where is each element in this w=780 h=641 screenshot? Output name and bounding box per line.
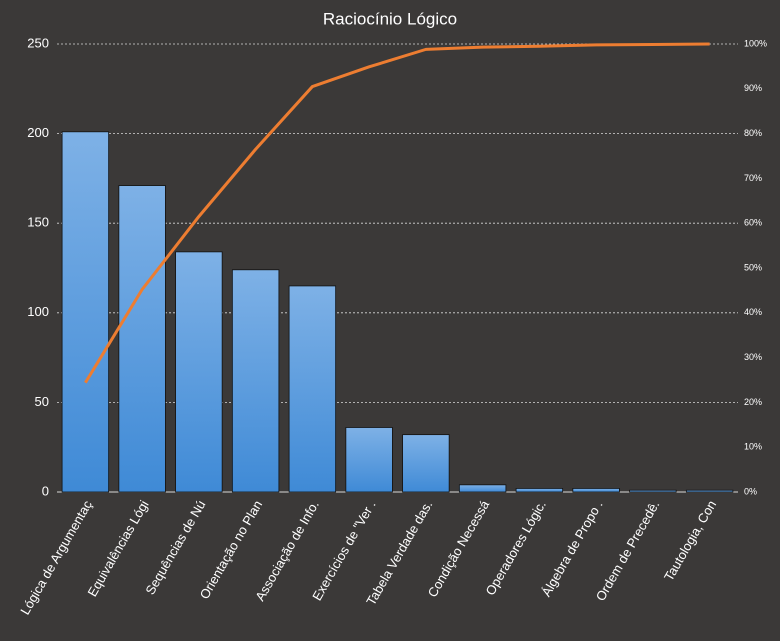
- y2-tick-label: 30%: [744, 352, 762, 362]
- y2-tick-label: 10%: [744, 442, 762, 452]
- y2-tick-label: 90%: [744, 83, 762, 93]
- bar: [402, 434, 450, 493]
- bar: [118, 185, 166, 493]
- cumulative-line: [84, 42, 710, 384]
- bar: [685, 489, 734, 493]
- bar: [458, 484, 507, 493]
- y-tick-label: 200: [27, 125, 49, 140]
- bar: [515, 488, 564, 493]
- y-tick-label: 250: [27, 35, 49, 50]
- y2-tick-label: 50%: [744, 262, 762, 272]
- y2-tick-label: 80%: [744, 128, 762, 138]
- bar: [572, 488, 620, 493]
- y-tick-label: 0: [42, 483, 49, 498]
- y-tick-label: 50: [35, 394, 49, 409]
- y2-tick-label: 60%: [744, 218, 762, 228]
- y2-tick-label: 70%: [744, 173, 762, 183]
- bar: [175, 251, 223, 493]
- y2-tick-label: 40%: [744, 307, 762, 317]
- y2-tick-label: 0%: [744, 486, 757, 496]
- bar: [288, 285, 337, 493]
- y-tick-label: 150: [27, 215, 49, 230]
- y2-tick-label: 20%: [744, 397, 762, 407]
- bar: [231, 269, 280, 493]
- chart-title: Raciocínio Lógico: [323, 9, 457, 28]
- bar: [345, 427, 393, 493]
- bar: [61, 131, 110, 493]
- y2-tick-label: 100%: [744, 38, 767, 48]
- y-tick-label: 100: [27, 304, 49, 319]
- bar: [629, 489, 677, 493]
